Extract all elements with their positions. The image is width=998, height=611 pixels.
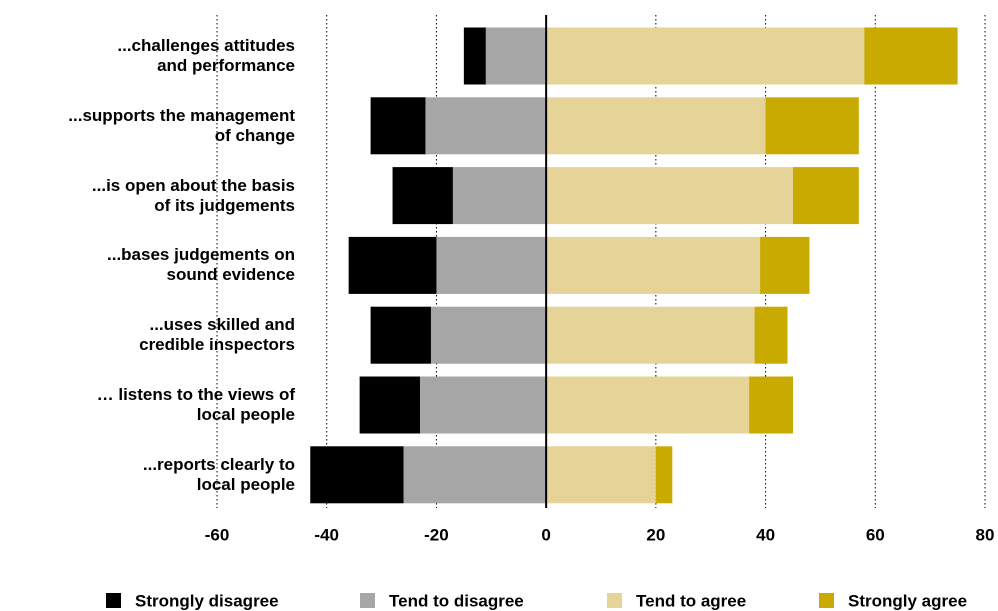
- x-tick-label: 40: [756, 525, 775, 544]
- bar-segment: [419, 376, 547, 434]
- legend-swatch: [607, 593, 622, 608]
- legend-label: Strongly agree: [848, 591, 967, 610]
- bar-segment: [760, 236, 810, 294]
- category-label: ...reports clearly to local people: [142, 454, 295, 494]
- legend-label: Tend to agree: [636, 591, 746, 610]
- bar-segment: [463, 27, 486, 85]
- bar-segment: [452, 167, 547, 225]
- bar-segment: [370, 97, 426, 155]
- bar-segment: [310, 446, 404, 504]
- bar-segment: [546, 376, 750, 434]
- bar-segment: [754, 306, 788, 364]
- bar-segment: [864, 27, 958, 85]
- x-tick-label: 80: [976, 525, 995, 544]
- category-label: … listens to the views of local people: [96, 385, 295, 424]
- category-label: ...supports the management of change: [68, 105, 295, 145]
- bar-segment: [655, 446, 673, 504]
- bar-segment: [403, 446, 547, 504]
- bar-segment: [392, 167, 453, 225]
- category-label: ...uses skilled and credible inspectors: [139, 315, 295, 355]
- bar-segment: [546, 167, 793, 225]
- x-tick-label: 0: [541, 525, 550, 544]
- bar-segment: [359, 376, 420, 434]
- bar-segment: [485, 27, 547, 85]
- x-tick-label: -40: [314, 525, 339, 544]
- bar-segment: [546, 306, 755, 364]
- legend-swatch: [360, 593, 375, 608]
- bar-segment: [546, 27, 865, 85]
- bar-segment: [546, 97, 766, 155]
- bar-segment: [765, 97, 859, 155]
- x-tick-label: 60: [866, 525, 885, 544]
- bar-segment: [793, 167, 859, 225]
- bar-segment: [436, 236, 547, 294]
- category-label: ...is open about the basis of its judgem…: [91, 175, 295, 215]
- category-label: ...bases judgements on sound evidence: [107, 245, 295, 285]
- bar-segment: [749, 376, 793, 434]
- bar-segment: [425, 97, 547, 155]
- legend-label: Strongly disagree: [135, 591, 279, 610]
- bar-segment: [348, 236, 437, 294]
- bar-segment: [546, 236, 761, 294]
- x-tick-label: -20: [424, 525, 449, 544]
- x-tick-label: -60: [205, 525, 230, 544]
- bar-segment: [430, 306, 547, 364]
- x-tick-label: 20: [646, 525, 665, 544]
- bar-segment: [546, 446, 656, 504]
- category-label: ...challenges attitudes and performance: [117, 36, 295, 75]
- legend-swatch: [106, 593, 121, 608]
- bar-segment: [370, 306, 431, 364]
- legend-swatch: [819, 593, 834, 608]
- legend-label: Tend to disagree: [389, 591, 524, 610]
